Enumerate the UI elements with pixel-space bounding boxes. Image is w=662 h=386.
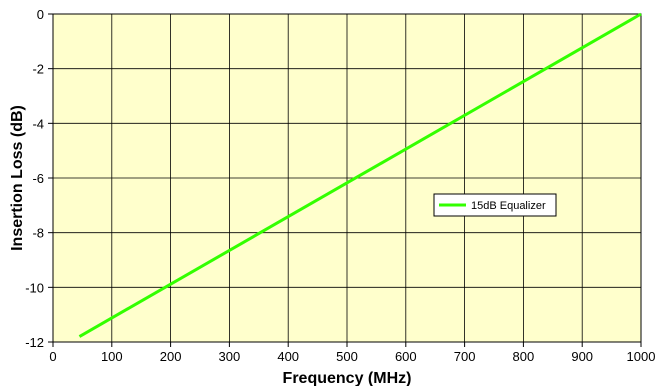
x-tick-label: 100	[101, 349, 123, 364]
x-tick-label: 200	[160, 349, 182, 364]
series-layer	[78, 12, 642, 338]
series-line-15db-equalizer	[78, 12, 642, 338]
y-tick-label: -12	[25, 335, 44, 350]
x-axis-title: Frequency (MHz)	[283, 370, 412, 386]
legend-label: 15dB Equalizer	[471, 200, 546, 212]
x-tick-label: 500	[336, 349, 358, 364]
y-axis-ticks: 0 -2 -4 -6 -8 -10 -12	[25, 7, 53, 350]
y-tick-label: -4	[32, 116, 44, 131]
x-tick-label: 900	[571, 349, 593, 364]
grid	[53, 14, 641, 342]
x-tick-label: 600	[395, 349, 417, 364]
x-tick-label: 400	[277, 349, 299, 364]
y-tick-label: -8	[32, 226, 44, 241]
y-tick-label: -6	[32, 171, 44, 186]
y-tick-label: -2	[32, 62, 44, 77]
x-axis-ticks: 0 100 200 300 400 500 600 700 800 900 1000	[49, 342, 655, 364]
x-tick-label: 300	[219, 349, 241, 364]
y-tick-label: 0	[37, 7, 44, 22]
x-tick-label: 800	[513, 349, 535, 364]
y-tick-label: -10	[25, 280, 44, 295]
legend-box	[433, 193, 557, 217]
x-tick-label: 1000	[627, 349, 656, 364]
legend: 15dB Equalizer	[433, 193, 557, 217]
y-axis-title: Insertion Loss (dB)	[9, 105, 26, 251]
x-tick-label: 700	[454, 349, 476, 364]
x-tick-label: 0	[49, 349, 56, 364]
